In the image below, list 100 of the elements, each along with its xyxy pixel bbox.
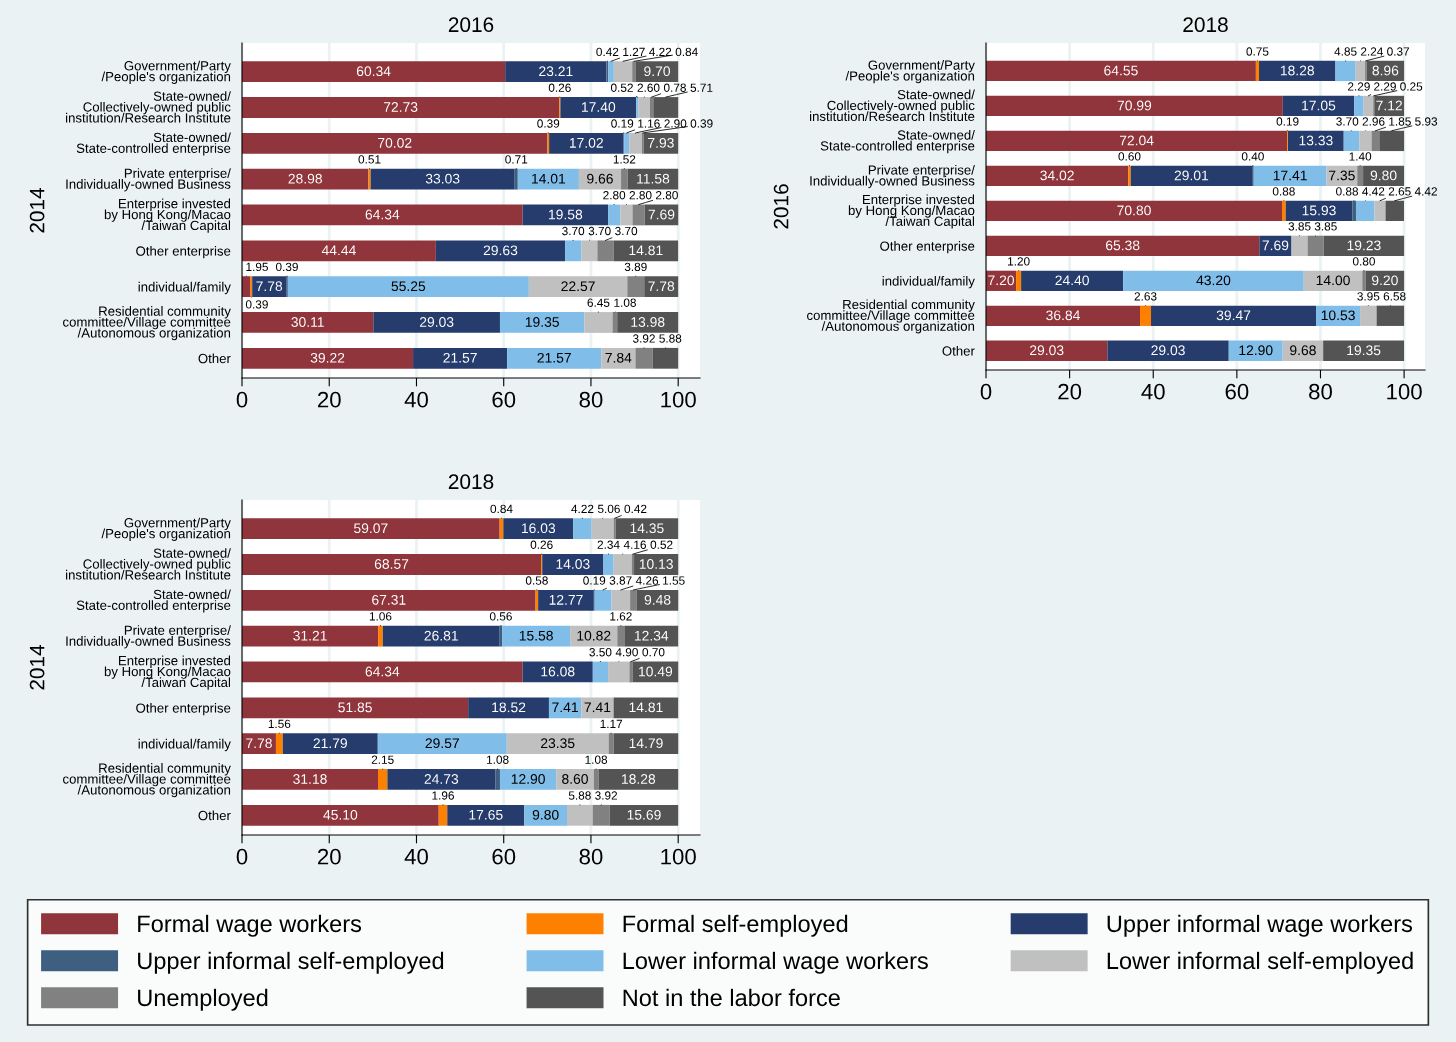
data-label: 26.81 <box>424 630 458 641</box>
data-label: 9.48 <box>644 594 671 605</box>
data-label: 0.51 <box>358 155 381 164</box>
y-tick-label: State-owned/ State-controlled enterprise <box>820 129 975 154</box>
data-label: 29.01 <box>1174 170 1209 181</box>
data-label: 3.70 <box>588 226 611 236</box>
data-label: 18.28 <box>1280 65 1315 76</box>
data-label: 7.41 <box>552 702 578 713</box>
data-label: 3.50 <box>589 648 612 657</box>
data-label: 18.52 <box>492 702 526 713</box>
x-tick-label: 80 <box>579 391 603 408</box>
data-label: 39.47 <box>1216 310 1251 321</box>
legend-label: Upper informal self-employed <box>138 951 444 974</box>
data-label: 0.78 <box>663 83 686 92</box>
y-tick-label: State-owned/ Collectively-owned public institution/Research Institute <box>66 548 231 580</box>
x-tick-label: 40 <box>404 391 428 408</box>
data-label: 0.75 <box>1246 47 1269 56</box>
y-tick-label: Residential community committee/Village committee /Autonomous organization <box>807 299 975 334</box>
data-label: 72.73 <box>383 102 418 112</box>
data-label: 24.40 <box>1055 275 1089 286</box>
data-label: 6.45 <box>587 298 610 307</box>
data-label: 17.41 <box>1273 170 1307 181</box>
data-label: 22.57 <box>561 281 595 292</box>
data-label: 9.66 <box>587 173 613 184</box>
data-label: 3.92 <box>632 334 655 343</box>
data-label: 0.26 <box>530 540 553 549</box>
data-label: 5.88 <box>659 334 682 343</box>
data-label: 16.03 <box>521 523 556 534</box>
data-label: 12.34 <box>634 630 669 641</box>
data-label: 23.35 <box>541 738 575 749</box>
data-label: 72.04 <box>1119 135 1154 146</box>
data-label: 15.58 <box>519 630 553 641</box>
data-label: 0.56 <box>489 612 512 621</box>
chart-title: 2018 <box>1183 17 1228 33</box>
data-label: 55.25 <box>391 281 426 292</box>
data-label: 1.08 <box>614 298 636 307</box>
x-tick-label: 0 <box>980 383 992 400</box>
data-label: 0.84 <box>490 504 513 514</box>
data-label: 0.88 <box>1336 187 1359 196</box>
data-label: 64.55 <box>1104 65 1138 76</box>
x-tick-label: 40 <box>1141 383 1165 400</box>
data-label: 23.21 <box>539 66 573 77</box>
chart-title: 2016 <box>448 17 494 33</box>
data-label: 0.42 <box>624 504 647 514</box>
data-label: 3.85 <box>1314 222 1337 231</box>
data-label: 2.80 <box>603 191 626 200</box>
y-tick-label: Government/Party /People's organization <box>101 60 231 84</box>
data-label: 4.42 <box>1362 187 1385 196</box>
data-label: 3.89 <box>624 262 647 272</box>
data-label: 7.84 <box>605 352 632 363</box>
data-label: 0.71 <box>505 155 528 164</box>
data-label: 10.49 <box>639 666 673 677</box>
x-tick-label: 60 <box>492 848 516 865</box>
legend-label: Not in the labor force <box>623 988 840 1007</box>
data-label: 10.53 <box>1321 310 1355 321</box>
data-label: 7.69 <box>1262 240 1289 251</box>
data-label: 1.06 <box>369 612 392 621</box>
y-tick-label: Enterprise invested by Hong Kong/Macao /Taiwan Capital <box>104 198 231 233</box>
y-tick-label: individual/family <box>138 281 231 295</box>
data-label: 0.39 <box>245 300 268 309</box>
data-label: 19.35 <box>1347 345 1381 356</box>
data-label: 4.26 <box>635 576 659 585</box>
y-tick-label: individual/family <box>138 738 231 752</box>
data-label: 29.63 <box>483 245 518 256</box>
data-label: 0.19 <box>611 119 634 128</box>
data-label: 0.80 <box>1352 257 1375 266</box>
data-label: 0.52 <box>610 83 633 92</box>
data-label: 2.24 <box>1360 47 1384 56</box>
data-label: 3.87 <box>609 576 632 585</box>
data-label: 34.02 <box>1040 170 1074 181</box>
data-label: 2.29 <box>1374 82 1396 91</box>
data-label: 64.34 <box>365 209 400 220</box>
data-label: 5.71 <box>690 83 713 92</box>
data-label: 17.02 <box>569 137 603 148</box>
data-label: 9.80 <box>532 809 559 820</box>
y-tick-label: Other <box>942 345 975 356</box>
y-tick-label: State-owned/ Collectively-owned public institution/Research Institute <box>810 89 975 122</box>
data-label: 1.95 <box>246 262 268 272</box>
data-label: 2.65 <box>1388 187 1411 196</box>
data-label: 45.10 <box>323 809 358 820</box>
data-label: 60.34 <box>356 66 391 77</box>
data-label: 7.78 <box>648 281 675 292</box>
data-label: 21.57 <box>443 352 477 363</box>
data-label: 7.78 <box>246 738 272 749</box>
data-label: 0.40 <box>1241 152 1264 161</box>
data-label: 0.84 <box>675 47 698 57</box>
legend-label: Lower informal self-employed <box>1107 951 1413 974</box>
data-label: 1.16 <box>638 119 660 128</box>
data-label: 21.79 <box>313 738 347 749</box>
data-label: 21.57 <box>537 352 571 363</box>
legend-label: Formal self-employed <box>623 914 848 937</box>
data-label: 2.96 <box>1362 117 1385 126</box>
data-label: 29.03 <box>1030 345 1064 356</box>
data-label: 5.88 <box>568 791 591 800</box>
data-label: 64.34 <box>365 666 400 677</box>
data-label: 0.70 <box>642 648 665 657</box>
x-tick-label: 0 <box>236 848 248 865</box>
data-label: 29.57 <box>425 738 459 749</box>
y-axis-title: 2014 <box>29 187 45 233</box>
data-label: 4.85 <box>1334 47 1357 56</box>
